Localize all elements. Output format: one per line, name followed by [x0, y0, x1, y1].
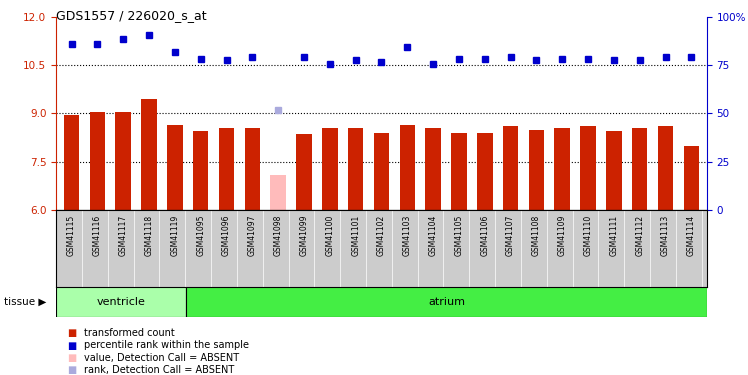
Text: percentile rank within the sample: percentile rank within the sample — [84, 340, 249, 351]
Text: GSM41102: GSM41102 — [377, 214, 386, 256]
Text: GSM41113: GSM41113 — [661, 214, 670, 256]
Text: GSM41096: GSM41096 — [222, 214, 231, 256]
Bar — [245, 128, 260, 210]
Text: GSM41115: GSM41115 — [67, 214, 76, 256]
Text: transformed count: transformed count — [84, 328, 174, 338]
Bar — [426, 128, 441, 210]
Bar — [141, 99, 157, 210]
Text: GSM41098: GSM41098 — [274, 214, 283, 256]
Bar — [580, 126, 596, 210]
Bar — [606, 131, 622, 210]
Bar — [167, 125, 183, 210]
Bar — [503, 126, 518, 210]
Bar — [186, 287, 707, 317]
Bar — [64, 115, 79, 210]
Text: ■: ■ — [67, 328, 76, 338]
Text: GSM41111: GSM41111 — [610, 214, 619, 256]
Text: GSM41104: GSM41104 — [429, 214, 438, 256]
Bar — [657, 126, 673, 210]
Bar — [115, 112, 131, 210]
Text: GSM41105: GSM41105 — [455, 214, 464, 256]
Bar — [554, 128, 570, 210]
Bar — [399, 125, 415, 210]
Text: GSM41108: GSM41108 — [532, 214, 541, 256]
Text: GSM41118: GSM41118 — [144, 214, 153, 256]
Bar — [529, 129, 544, 210]
Text: GSM41114: GSM41114 — [687, 214, 696, 256]
Text: GSM41097: GSM41097 — [248, 214, 257, 256]
Text: rank, Detection Call = ABSENT: rank, Detection Call = ABSENT — [84, 365, 234, 375]
Text: GSM41116: GSM41116 — [93, 214, 102, 256]
Text: GSM41100: GSM41100 — [325, 214, 334, 256]
Bar — [374, 133, 389, 210]
Text: ■: ■ — [67, 353, 76, 363]
Bar — [632, 128, 648, 210]
Text: GSM41110: GSM41110 — [583, 214, 592, 256]
Bar — [684, 146, 699, 210]
Text: GSM41099: GSM41099 — [299, 214, 308, 256]
Bar — [56, 287, 186, 317]
Text: GSM41103: GSM41103 — [403, 214, 412, 256]
Text: GSM41106: GSM41106 — [480, 214, 489, 256]
Bar — [322, 128, 337, 210]
Text: atrium: atrium — [428, 297, 465, 307]
Text: GSM41101: GSM41101 — [351, 214, 360, 256]
Bar — [348, 128, 364, 210]
Bar — [218, 128, 234, 210]
Text: GSM41107: GSM41107 — [506, 214, 515, 256]
Text: ventricle: ventricle — [96, 297, 146, 307]
Bar — [296, 134, 312, 210]
Text: GSM41095: GSM41095 — [196, 214, 205, 256]
Bar — [90, 112, 105, 210]
Bar — [193, 131, 209, 210]
Text: GSM41109: GSM41109 — [558, 214, 567, 256]
Text: GSM41112: GSM41112 — [635, 214, 644, 256]
Text: ■: ■ — [67, 365, 76, 375]
Text: GSM41119: GSM41119 — [171, 214, 180, 256]
Text: GDS1557 / 226020_s_at: GDS1557 / 226020_s_at — [56, 9, 206, 22]
Text: ■: ■ — [67, 340, 76, 351]
Text: value, Detection Call = ABSENT: value, Detection Call = ABSENT — [84, 353, 239, 363]
Bar — [271, 175, 286, 210]
Bar — [451, 133, 467, 210]
Bar — [477, 133, 492, 210]
Text: tissue ▶: tissue ▶ — [4, 297, 46, 307]
Text: GSM41117: GSM41117 — [119, 214, 128, 256]
